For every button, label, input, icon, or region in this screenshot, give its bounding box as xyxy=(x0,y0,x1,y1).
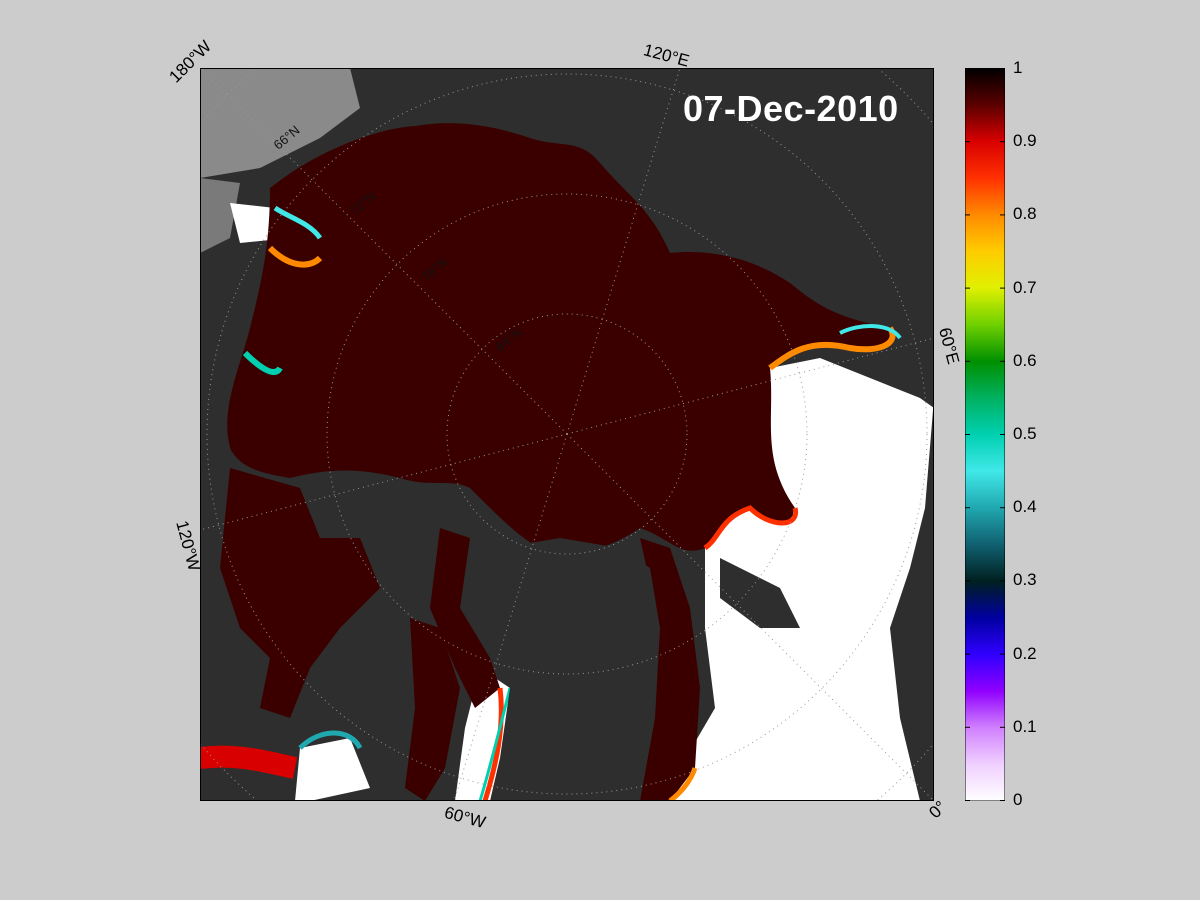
nares-baffin-ice xyxy=(430,528,500,708)
ice-edge-barents xyxy=(703,505,798,551)
colorbar-tick-label: 0.8 xyxy=(1013,204,1037,224)
ice-edge-chukchi-orange xyxy=(267,245,323,268)
colorbar xyxy=(965,68,1005,801)
ice-polynya-beaufort xyxy=(242,350,283,375)
svalbard-land xyxy=(720,558,800,628)
land-unused-region xyxy=(200,68,360,178)
polar-map-svg xyxy=(200,68,934,801)
colorbar-tick-label: 0.5 xyxy=(1013,424,1037,443)
colorbar-tick-label: 0.1 xyxy=(1013,716,1037,736)
baffin-bay-ice xyxy=(405,618,460,801)
colorbar-tick-label: 0.9 xyxy=(1013,131,1037,151)
colorbar-tick-label: 0.6 xyxy=(1013,350,1037,370)
colorbar-tick-marks xyxy=(965,68,1005,801)
land-unused-region-2 xyxy=(200,178,240,253)
lon-label-60w: 60°W xyxy=(442,802,488,833)
greenland-land xyxy=(470,538,660,801)
graticule xyxy=(200,68,934,801)
arctic-pack-ice xyxy=(227,123,893,552)
open-water-atlantic xyxy=(655,358,934,801)
ice-edge-baffin xyxy=(482,687,504,801)
colorbar-gradient xyxy=(965,68,1005,801)
ice-edge-chukchi-cyan xyxy=(273,205,323,240)
sea-ice-concentration-map xyxy=(200,68,934,801)
ice-edge-kara xyxy=(768,326,896,371)
colorbar-tick-label: 0.4 xyxy=(1013,497,1037,517)
scandinavia-land xyxy=(890,398,934,801)
ice-hudson-red xyxy=(200,745,298,779)
colorbar-tick-label: 0.7 xyxy=(1013,277,1037,297)
colorbar-tick-label: 0.2 xyxy=(1013,643,1037,663)
ice-edge-greenland-sea xyxy=(668,767,698,801)
date-title: 07-Dec-2010 xyxy=(683,88,899,129)
alaska-coast xyxy=(200,398,230,498)
colorbar-tick-label: 0.3 xyxy=(1013,570,1037,590)
open-water-hudson xyxy=(295,738,370,801)
colorbar-tick-label: 1 xyxy=(1013,58,1023,77)
colorbar-tick-label: 0 xyxy=(1013,790,1023,809)
lon-label-0: 0° xyxy=(925,797,951,823)
lon-label-120w: 120°W xyxy=(172,518,204,574)
archipelago-ice xyxy=(220,468,380,718)
lon-label-60e: 60°E xyxy=(935,325,963,367)
lon-label-120e: 120°E xyxy=(641,40,692,71)
ice-edge-kara-cyan xyxy=(839,324,902,340)
eurasia-land xyxy=(530,68,934,318)
ice-edge-baffin-cyan xyxy=(478,687,512,801)
ice-edge-hudson-cyan xyxy=(298,730,363,750)
map-border xyxy=(200,68,934,801)
